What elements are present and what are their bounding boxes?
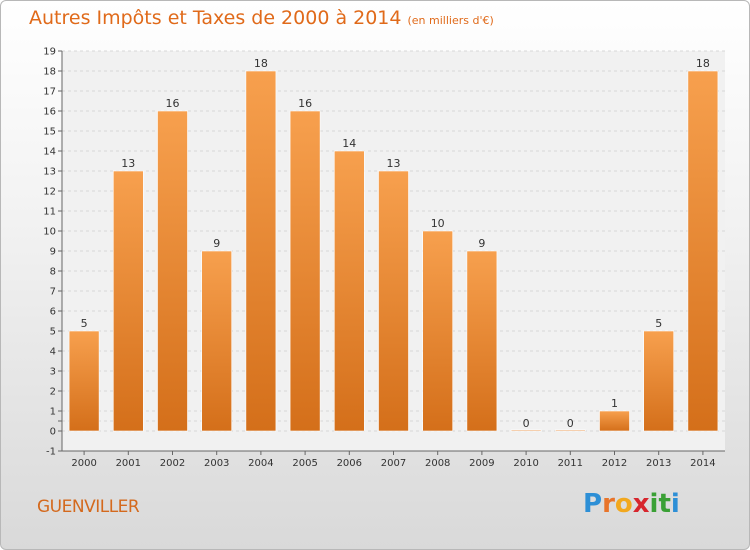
value-label-2013: 5 [655, 317, 662, 330]
value-label-2003: 9 [213, 237, 220, 250]
x-tick-label-2007: 2007 [381, 458, 406, 469]
value-label-2008: 10 [431, 217, 445, 230]
y-tick-label: 19 [43, 47, 56, 58]
x-tick-label-2011: 2011 [558, 458, 583, 469]
x-tick-label-2004: 2004 [248, 458, 273, 469]
value-label-2004: 18 [254, 57, 268, 70]
x-tick-label-2013: 2013 [646, 458, 671, 469]
bar-2000 [68, 330, 100, 432]
value-label-2006: 14 [342, 137, 356, 150]
x-tick-label-2006: 2006 [337, 458, 362, 469]
logo-letter: r [602, 489, 615, 519]
logo-letter: i [649, 489, 659, 519]
x-tick-label-2005: 2005 [292, 458, 317, 469]
y-tick-label: 15 [43, 127, 56, 138]
y-tick-label: 5 [50, 327, 56, 338]
y-tick-label: 0 [50, 427, 56, 438]
bar-2012 [599, 410, 630, 432]
x-tick-label-2001: 2001 [116, 458, 141, 469]
y-tick-label: 18 [43, 67, 56, 78]
logo-letter: o [614, 489, 633, 519]
bar-2008 [422, 230, 454, 432]
y-tick-label: 2 [50, 387, 56, 398]
y-tick-label: 7 [50, 287, 56, 298]
bars [68, 70, 719, 432]
value-label-2005: 16 [298, 97, 312, 110]
bar-2010 [510, 429, 542, 432]
bar-2009 [466, 250, 498, 432]
bar-2007 [378, 170, 409, 432]
title-row: Autres Impôts et Taxes de 2000 à 2014 (en… [29, 7, 494, 29]
value-label-2002: 16 [166, 97, 180, 110]
bar-2006 [333, 150, 365, 432]
logo-letter: i [670, 489, 680, 519]
bar-2004 [245, 70, 277, 432]
y-tick-label: 10 [43, 227, 56, 238]
x-tick-label-2008: 2008 [425, 458, 450, 469]
y-tick-label: 6 [50, 307, 56, 318]
y-tick-label: 9 [50, 247, 56, 258]
commune-name: GUENVILLER [37, 497, 140, 517]
bar-2002 [157, 110, 188, 432]
bar-2011 [554, 429, 586, 432]
y-tick-label: 11 [43, 207, 56, 218]
value-label-2014: 18 [696, 57, 710, 70]
bar-2013 [643, 330, 675, 432]
labels: -101234567891011121314151617181952000132… [43, 47, 715, 470]
value-label-2001: 13 [121, 157, 135, 170]
y-tick-label: 17 [43, 87, 56, 98]
value-label-2000: 5 [81, 317, 88, 330]
y-tick-label: 16 [43, 107, 56, 118]
x-tick-label-2002: 2002 [160, 458, 185, 469]
value-label-2010: 0 [523, 417, 530, 430]
value-label-2012: 1 [611, 397, 618, 410]
y-tick-label: 14 [43, 147, 56, 158]
x-tick-label-2000: 2000 [71, 458, 96, 469]
logo-letter: t [658, 489, 671, 519]
chart-unit: (en milliers d'€) [407, 14, 494, 27]
y-tick-label: 12 [43, 187, 56, 198]
y-tick-label: 3 [50, 367, 56, 378]
x-tick-label-2009: 2009 [469, 458, 494, 469]
x-tick-label-2014: 2014 [690, 458, 715, 469]
bar-2005 [289, 110, 321, 432]
logo-letter: x [632, 489, 650, 519]
value-label-2011: 0 [567, 417, 574, 430]
y-tick-label: -1 [46, 447, 56, 458]
value-label-2007: 13 [387, 157, 401, 170]
x-tick-label-2003: 2003 [204, 458, 229, 469]
value-label-2009: 9 [478, 237, 485, 250]
axes [58, 50, 725, 455]
x-tick-label-2012: 2012 [602, 458, 627, 469]
x-tick-label-2010: 2010 [513, 458, 538, 469]
bar-2001 [113, 170, 144, 432]
y-tick-label: 13 [43, 167, 56, 178]
bar-2014 [687, 70, 719, 432]
bar-2003 [201, 250, 232, 432]
y-tick-label: 4 [50, 347, 56, 358]
logo-letter: P [583, 489, 603, 519]
y-tick-label: 8 [50, 267, 56, 278]
proxiti-logo: Proxiti [583, 489, 680, 519]
y-tick-label: 1 [50, 407, 56, 418]
chart-title: Autres Impôts et Taxes de 2000 à 2014 [29, 7, 402, 29]
